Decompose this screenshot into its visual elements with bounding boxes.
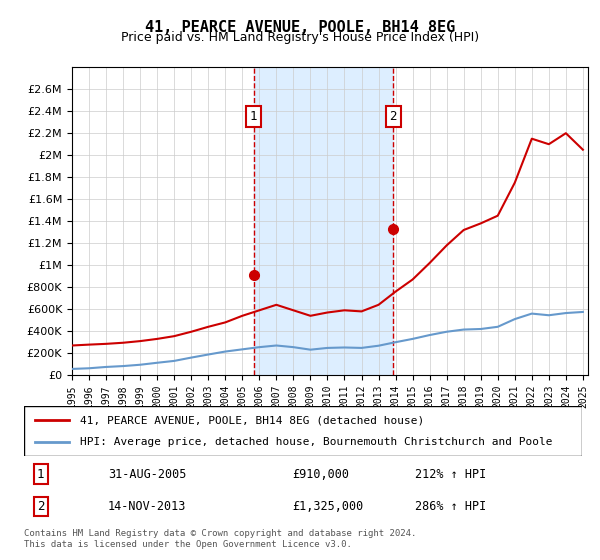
Bar bbox=[254, 67, 394, 375]
Text: 41, PEARCE AVENUE, POOLE, BH14 8EG: 41, PEARCE AVENUE, POOLE, BH14 8EG bbox=[145, 20, 455, 35]
Text: 2: 2 bbox=[389, 110, 397, 123]
Text: 212% ↑ HPI: 212% ↑ HPI bbox=[415, 468, 486, 480]
Text: 41, PEARCE AVENUE, POOLE, BH14 8EG (detached house): 41, PEARCE AVENUE, POOLE, BH14 8EG (deta… bbox=[80, 415, 424, 425]
Text: Price paid vs. HM Land Registry's House Price Index (HPI): Price paid vs. HM Land Registry's House … bbox=[121, 31, 479, 44]
Text: 2: 2 bbox=[37, 500, 44, 513]
Text: 1: 1 bbox=[37, 468, 44, 480]
FancyBboxPatch shape bbox=[24, 406, 582, 456]
Text: HPI: Average price, detached house, Bournemouth Christchurch and Poole: HPI: Average price, detached house, Bour… bbox=[80, 437, 552, 447]
Text: 31-AUG-2005: 31-AUG-2005 bbox=[108, 468, 186, 480]
Text: £910,000: £910,000 bbox=[292, 468, 349, 480]
Text: 1: 1 bbox=[250, 110, 257, 123]
Text: 14-NOV-2013: 14-NOV-2013 bbox=[108, 500, 186, 513]
Text: £1,325,000: £1,325,000 bbox=[292, 500, 363, 513]
Text: Contains HM Land Registry data © Crown copyright and database right 2024.
This d: Contains HM Land Registry data © Crown c… bbox=[24, 529, 416, 549]
Text: 286% ↑ HPI: 286% ↑ HPI bbox=[415, 500, 486, 513]
